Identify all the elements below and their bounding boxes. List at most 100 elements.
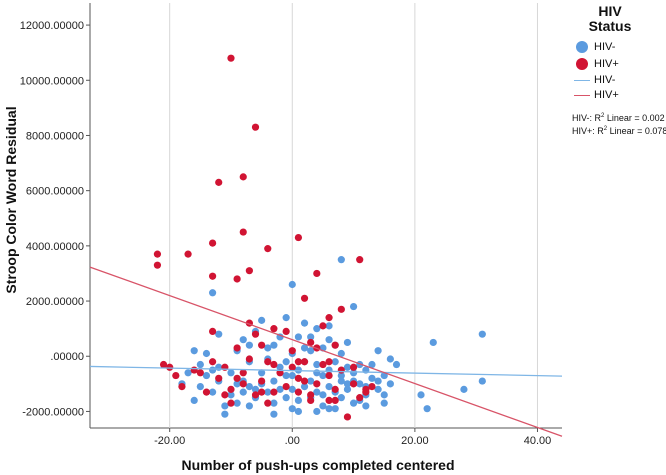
legend: HIV Status HIV- HIV+ HIV- HIV+ xyxy=(574,4,664,102)
data-point-hiv-neg xyxy=(288,405,296,413)
y-axis-title: Stroop Color Word Residual xyxy=(3,106,19,293)
data-point-hiv-pos xyxy=(166,363,174,371)
data-point-hiv-pos xyxy=(264,399,272,407)
data-point-hiv-neg xyxy=(245,341,253,349)
data-point-hiv-neg xyxy=(374,377,382,385)
data-point-hiv-pos xyxy=(208,272,217,280)
data-point-hiv-neg xyxy=(368,374,376,382)
legend-title-line2: Status xyxy=(588,18,632,34)
data-point-hiv-pos xyxy=(264,245,272,253)
legend-item-hiv-neg-line: HIV- xyxy=(574,72,664,87)
data-point-hiv-pos xyxy=(294,388,303,396)
data-point-hiv-neg xyxy=(380,399,388,407)
data-point-hiv-neg xyxy=(349,302,358,311)
data-point-hiv-neg xyxy=(258,369,266,377)
x-tick-label: 20.00 xyxy=(401,435,429,447)
data-point-hiv-neg xyxy=(386,355,394,363)
data-point-hiv-neg xyxy=(331,405,339,413)
data-point-hiv-pos xyxy=(239,369,247,377)
data-point-hiv-neg xyxy=(313,360,321,369)
data-point-hiv-pos xyxy=(270,325,278,333)
data-point-hiv-pos xyxy=(196,369,204,377)
data-point-hiv-pos xyxy=(239,380,247,388)
y-tick-labels: -2000.00000 .00000 2000.00000 4000.00000 600… xyxy=(20,20,90,418)
r-squared-annotations: HIV-: R2 Linear = 0.002 HIV+: R2 Linear … xyxy=(572,112,666,138)
data-point-hiv-neg xyxy=(215,363,223,371)
data-point-hiv-neg xyxy=(349,399,358,407)
data-point-hiv-pos xyxy=(282,383,290,391)
legend-label: HIV+ xyxy=(594,88,619,101)
data-point-hiv-pos xyxy=(251,391,260,399)
data-point-hiv-neg xyxy=(294,333,303,341)
data-point-hiv-neg xyxy=(325,336,333,344)
x-axis-title: Number of push-ups completed centered xyxy=(181,457,454,473)
data-point-hiv-neg xyxy=(337,256,345,264)
legend-item-hiv-pos-line: HIV+ xyxy=(574,87,664,102)
data-point-hiv-pos xyxy=(343,413,352,421)
data-point-hiv-pos xyxy=(202,388,211,396)
data-point-hiv-pos xyxy=(331,341,339,349)
data-point-hiv-neg xyxy=(270,410,278,418)
data-point-hiv-neg xyxy=(294,407,303,416)
data-point-hiv-pos xyxy=(215,178,223,186)
data-point-hiv-pos xyxy=(288,363,296,371)
data-point-hiv-pos xyxy=(258,341,266,349)
data-point-hiv-neg xyxy=(221,402,229,410)
y-tick-label: .00000 xyxy=(50,351,84,363)
data-point-hiv-pos xyxy=(227,54,235,62)
x-tick-labels: -20.00 .00 20.00 40.00 xyxy=(154,428,551,447)
data-point-hiv-neg xyxy=(343,380,352,388)
data-point-hiv-pos xyxy=(356,256,364,264)
r2-hiv-pos: HIV+: R2 Linear = 0.078 xyxy=(572,126,666,136)
data-point-hiv-neg xyxy=(282,314,290,322)
data-point-hiv-neg xyxy=(208,388,217,396)
legend-title: HIV Status xyxy=(574,4,646,34)
data-point-hiv-pos xyxy=(208,327,217,336)
y-tick-label: 8000.00000 xyxy=(26,130,84,142)
data-point-hiv-pos xyxy=(319,322,327,330)
data-point-hiv-neg xyxy=(239,336,247,344)
data-point-hiv-neg xyxy=(270,399,278,407)
data-point-hiv-neg xyxy=(288,280,296,289)
data-point-hiv-neg xyxy=(202,349,211,358)
grid-lines xyxy=(169,3,538,428)
legend-label: HIV- xyxy=(594,40,616,53)
data-point-hiv-pos xyxy=(159,360,168,369)
data-point-hiv-neg xyxy=(337,349,345,358)
data-point-hiv-neg xyxy=(227,391,235,399)
data-point-hiv-neg xyxy=(264,344,272,352)
data-point-hiv-pos xyxy=(172,371,180,380)
data-point-hiv-pos xyxy=(325,358,333,366)
data-point-hiv-pos xyxy=(208,358,217,366)
data-point-hiv-neg xyxy=(245,383,253,391)
data-point-hiv-neg xyxy=(356,380,364,388)
y-tick-label: 4000.00000 xyxy=(26,241,84,253)
data-point-hiv-neg xyxy=(184,369,192,377)
fit-lines xyxy=(89,266,563,437)
data-point-hiv-neg xyxy=(337,394,345,402)
data-point-hiv-pos xyxy=(221,391,229,399)
data-point-hiv-neg xyxy=(282,358,290,366)
data-point-hiv-neg xyxy=(294,396,303,405)
legend-item-hiv-neg-points: HIV- xyxy=(574,38,664,55)
data-point-hiv-neg xyxy=(300,383,309,391)
x-tick-label: 40.00 xyxy=(524,435,552,447)
data-point-hiv-pos xyxy=(319,360,327,369)
data-point-hiv-neg xyxy=(276,363,284,371)
data-point-hiv-neg xyxy=(392,360,401,369)
data-point-hiv-neg xyxy=(221,410,229,418)
data-point-hiv-pos xyxy=(300,358,309,366)
data-point-hiv-neg xyxy=(245,402,253,410)
data-point-hiv-neg xyxy=(343,363,352,371)
data-point-hiv-pos xyxy=(270,360,278,369)
data-point-hiv-neg xyxy=(307,333,315,341)
data-point-hiv-neg xyxy=(276,385,284,393)
legend-title-line1: HIV xyxy=(598,3,622,19)
data-point-hiv-pos xyxy=(153,261,162,269)
data-point-hiv-neg xyxy=(343,385,352,393)
data-points xyxy=(153,54,486,421)
data-point-hiv-pos xyxy=(294,358,303,366)
data-point-hiv-pos xyxy=(258,377,266,385)
data-point-hiv-pos xyxy=(325,396,333,405)
data-point-hiv-neg xyxy=(325,383,333,391)
